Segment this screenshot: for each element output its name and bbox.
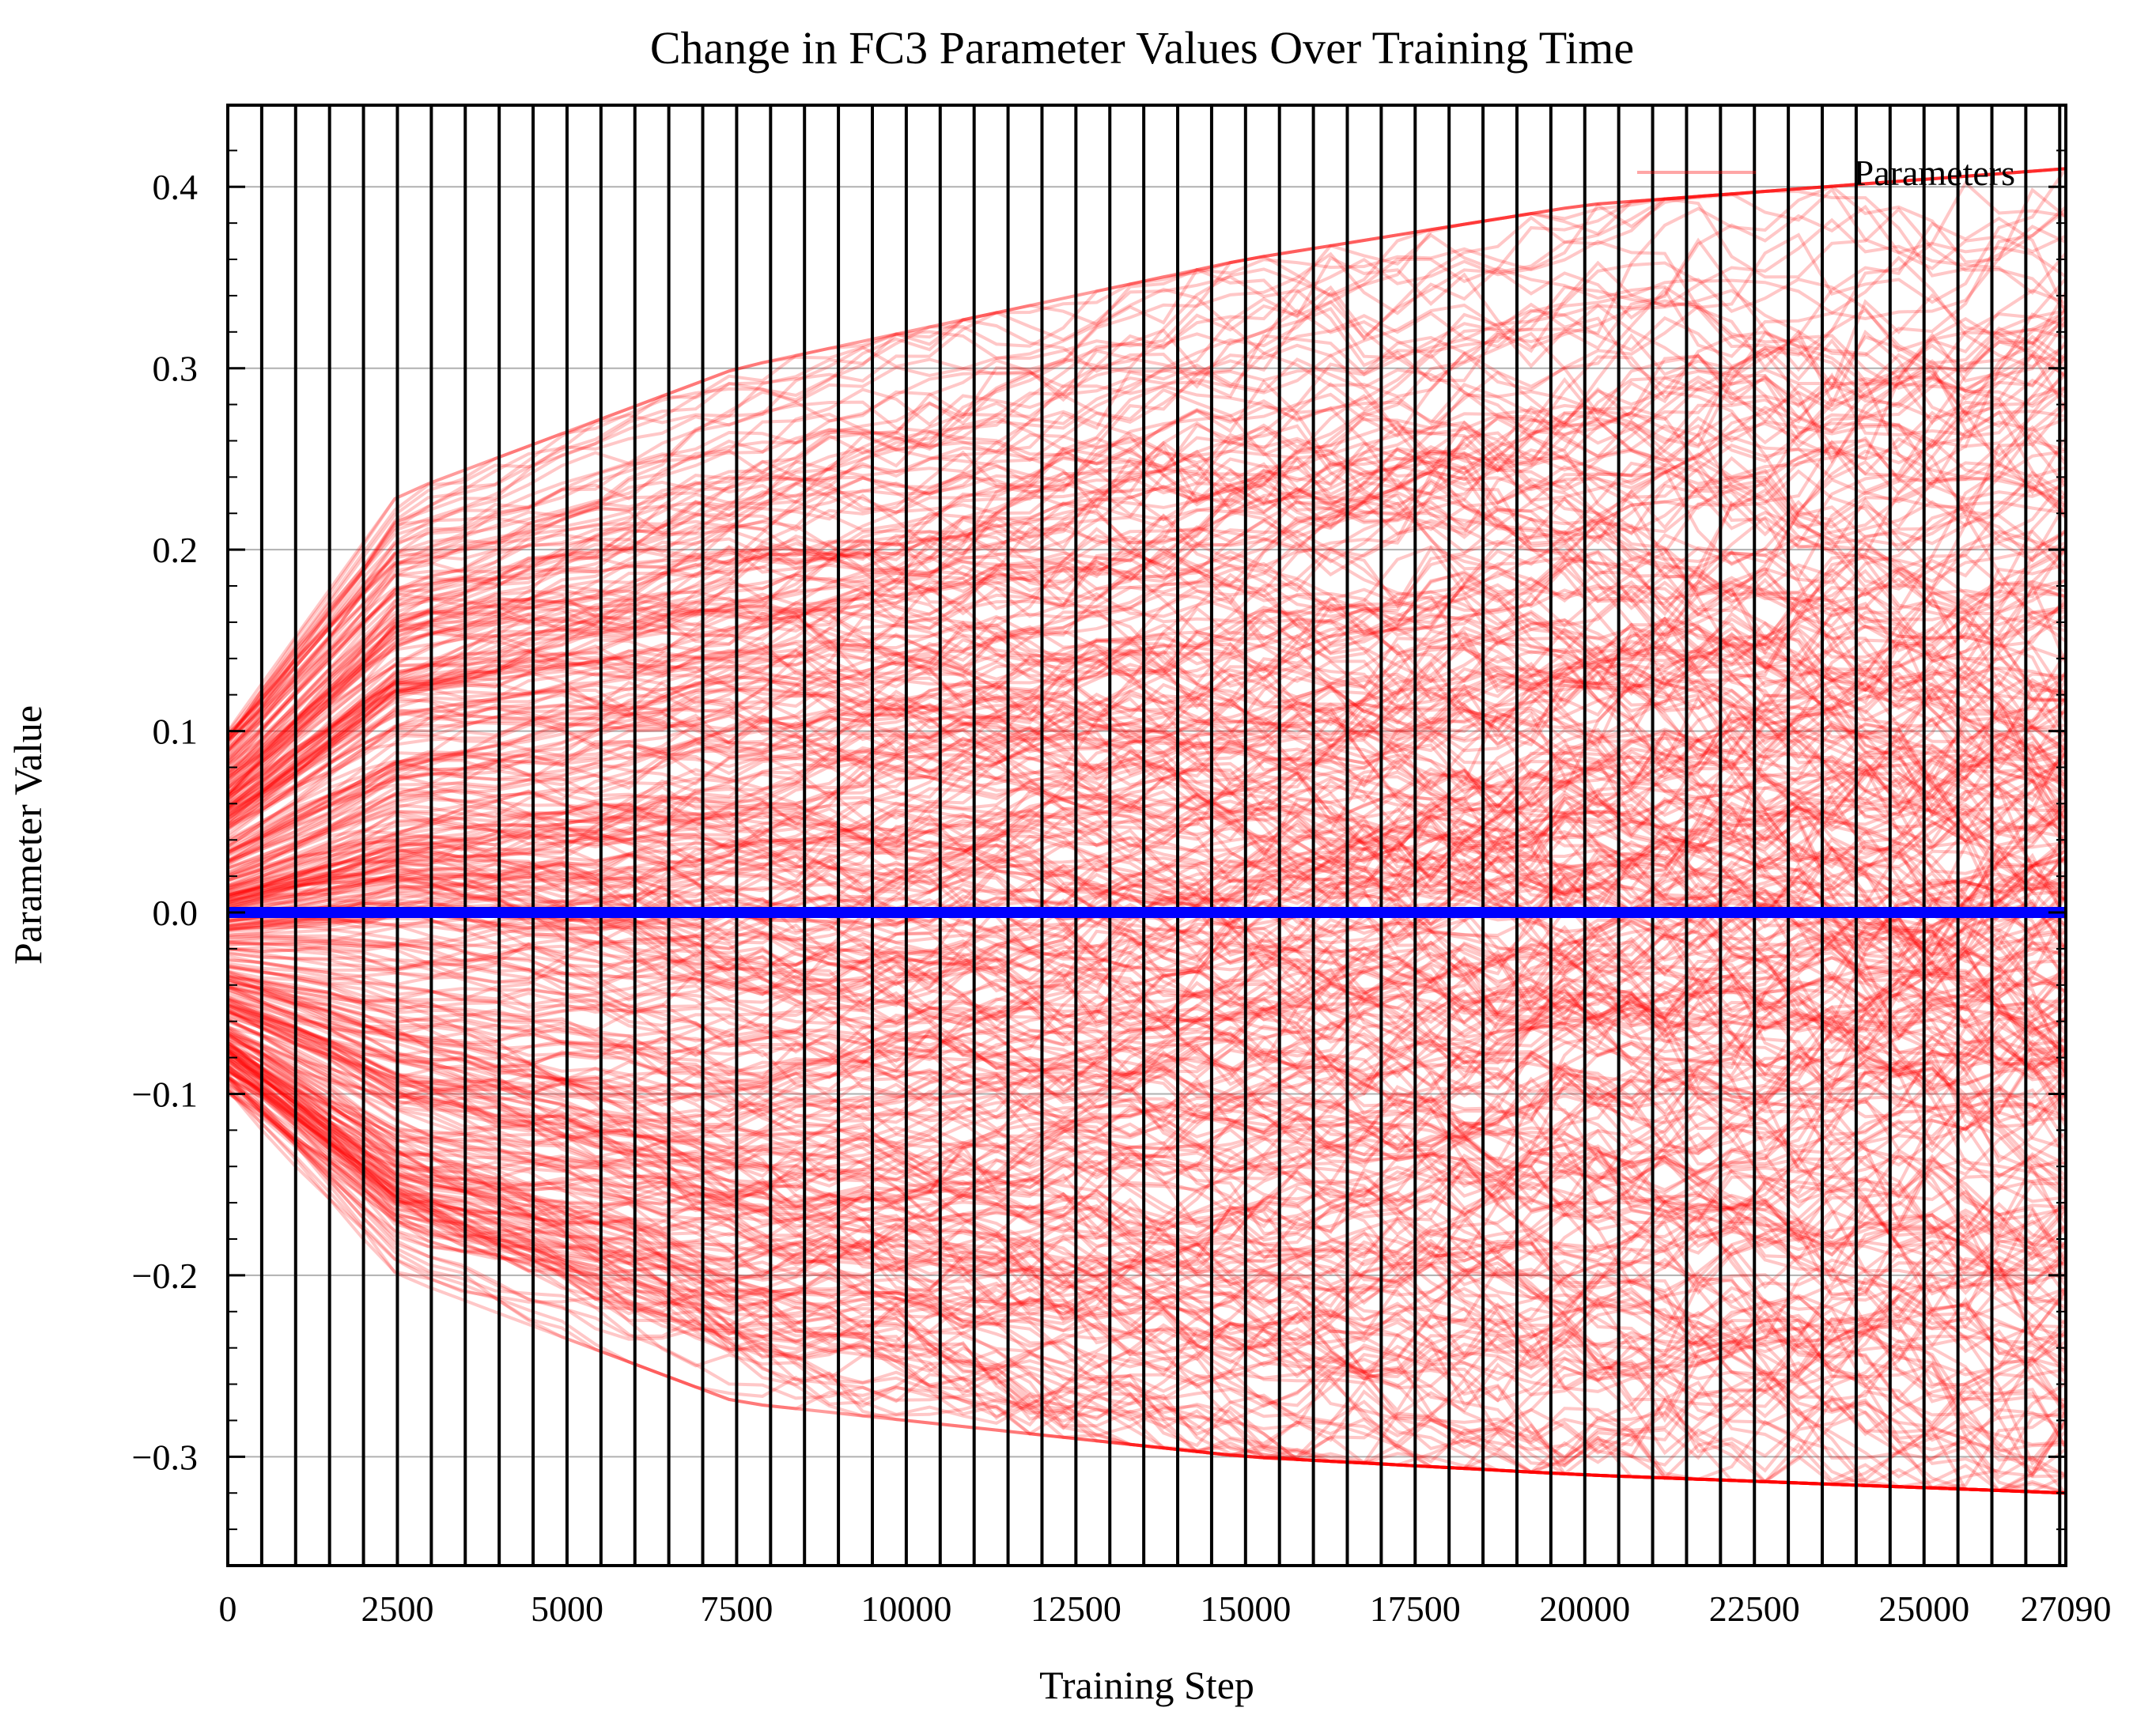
x-tick-label: 2500 [361,1589,433,1629]
x-tick-label: 17500 [1370,1589,1461,1629]
legend-label-parameters: Parameters [1854,153,2015,193]
x-tick-label: 20000 [1539,1589,1630,1629]
vertical-markers [228,105,2066,1566]
x-tick-labels: 0 2500 5000 7500 10000 12500 15000 17500 20000 22… [219,1589,2112,1629]
x-tick-label: 15000 [1200,1589,1291,1629]
x-tick-label: 0 [219,1589,237,1629]
y-tick-label: 0.2 [153,530,199,570]
y-tick-label: 0.1 [153,712,199,752]
x-tick-label: 12500 [1031,1589,1121,1629]
y-tick-labels: −0.3 −0.2 −0.1 0.0 0.1 0.2 0.3 0.4 [132,167,198,1477]
x-tick-label: 10000 [861,1589,951,1629]
y-tick-label: 0.3 [153,349,199,389]
legend: Parameters [1637,153,2015,193]
y-tick-label: −0.2 [132,1256,198,1296]
axis-ticks [226,105,2067,1566]
x-tick-label: 5000 [531,1589,603,1629]
y-axis-label: Parameter Value [6,705,50,965]
x-tick-label: 27090 [2021,1589,2112,1629]
x-tick-label: 7500 [700,1589,773,1629]
y-tick-label: −0.1 [132,1074,198,1114]
chart-title: Change in FC3 Parameter Values Over Trai… [650,22,1634,74]
plot-frame [226,104,2067,1567]
y-tick-label: 0.4 [153,167,199,207]
y-tick-label: 0.0 [153,893,199,933]
y-tick-label: −0.3 [132,1437,198,1477]
x-tick-label: 22500 [1709,1589,1800,1629]
x-axis-label: Training Step [1039,1663,1254,1707]
x-tick-label: 25000 [1878,1589,1969,1629]
